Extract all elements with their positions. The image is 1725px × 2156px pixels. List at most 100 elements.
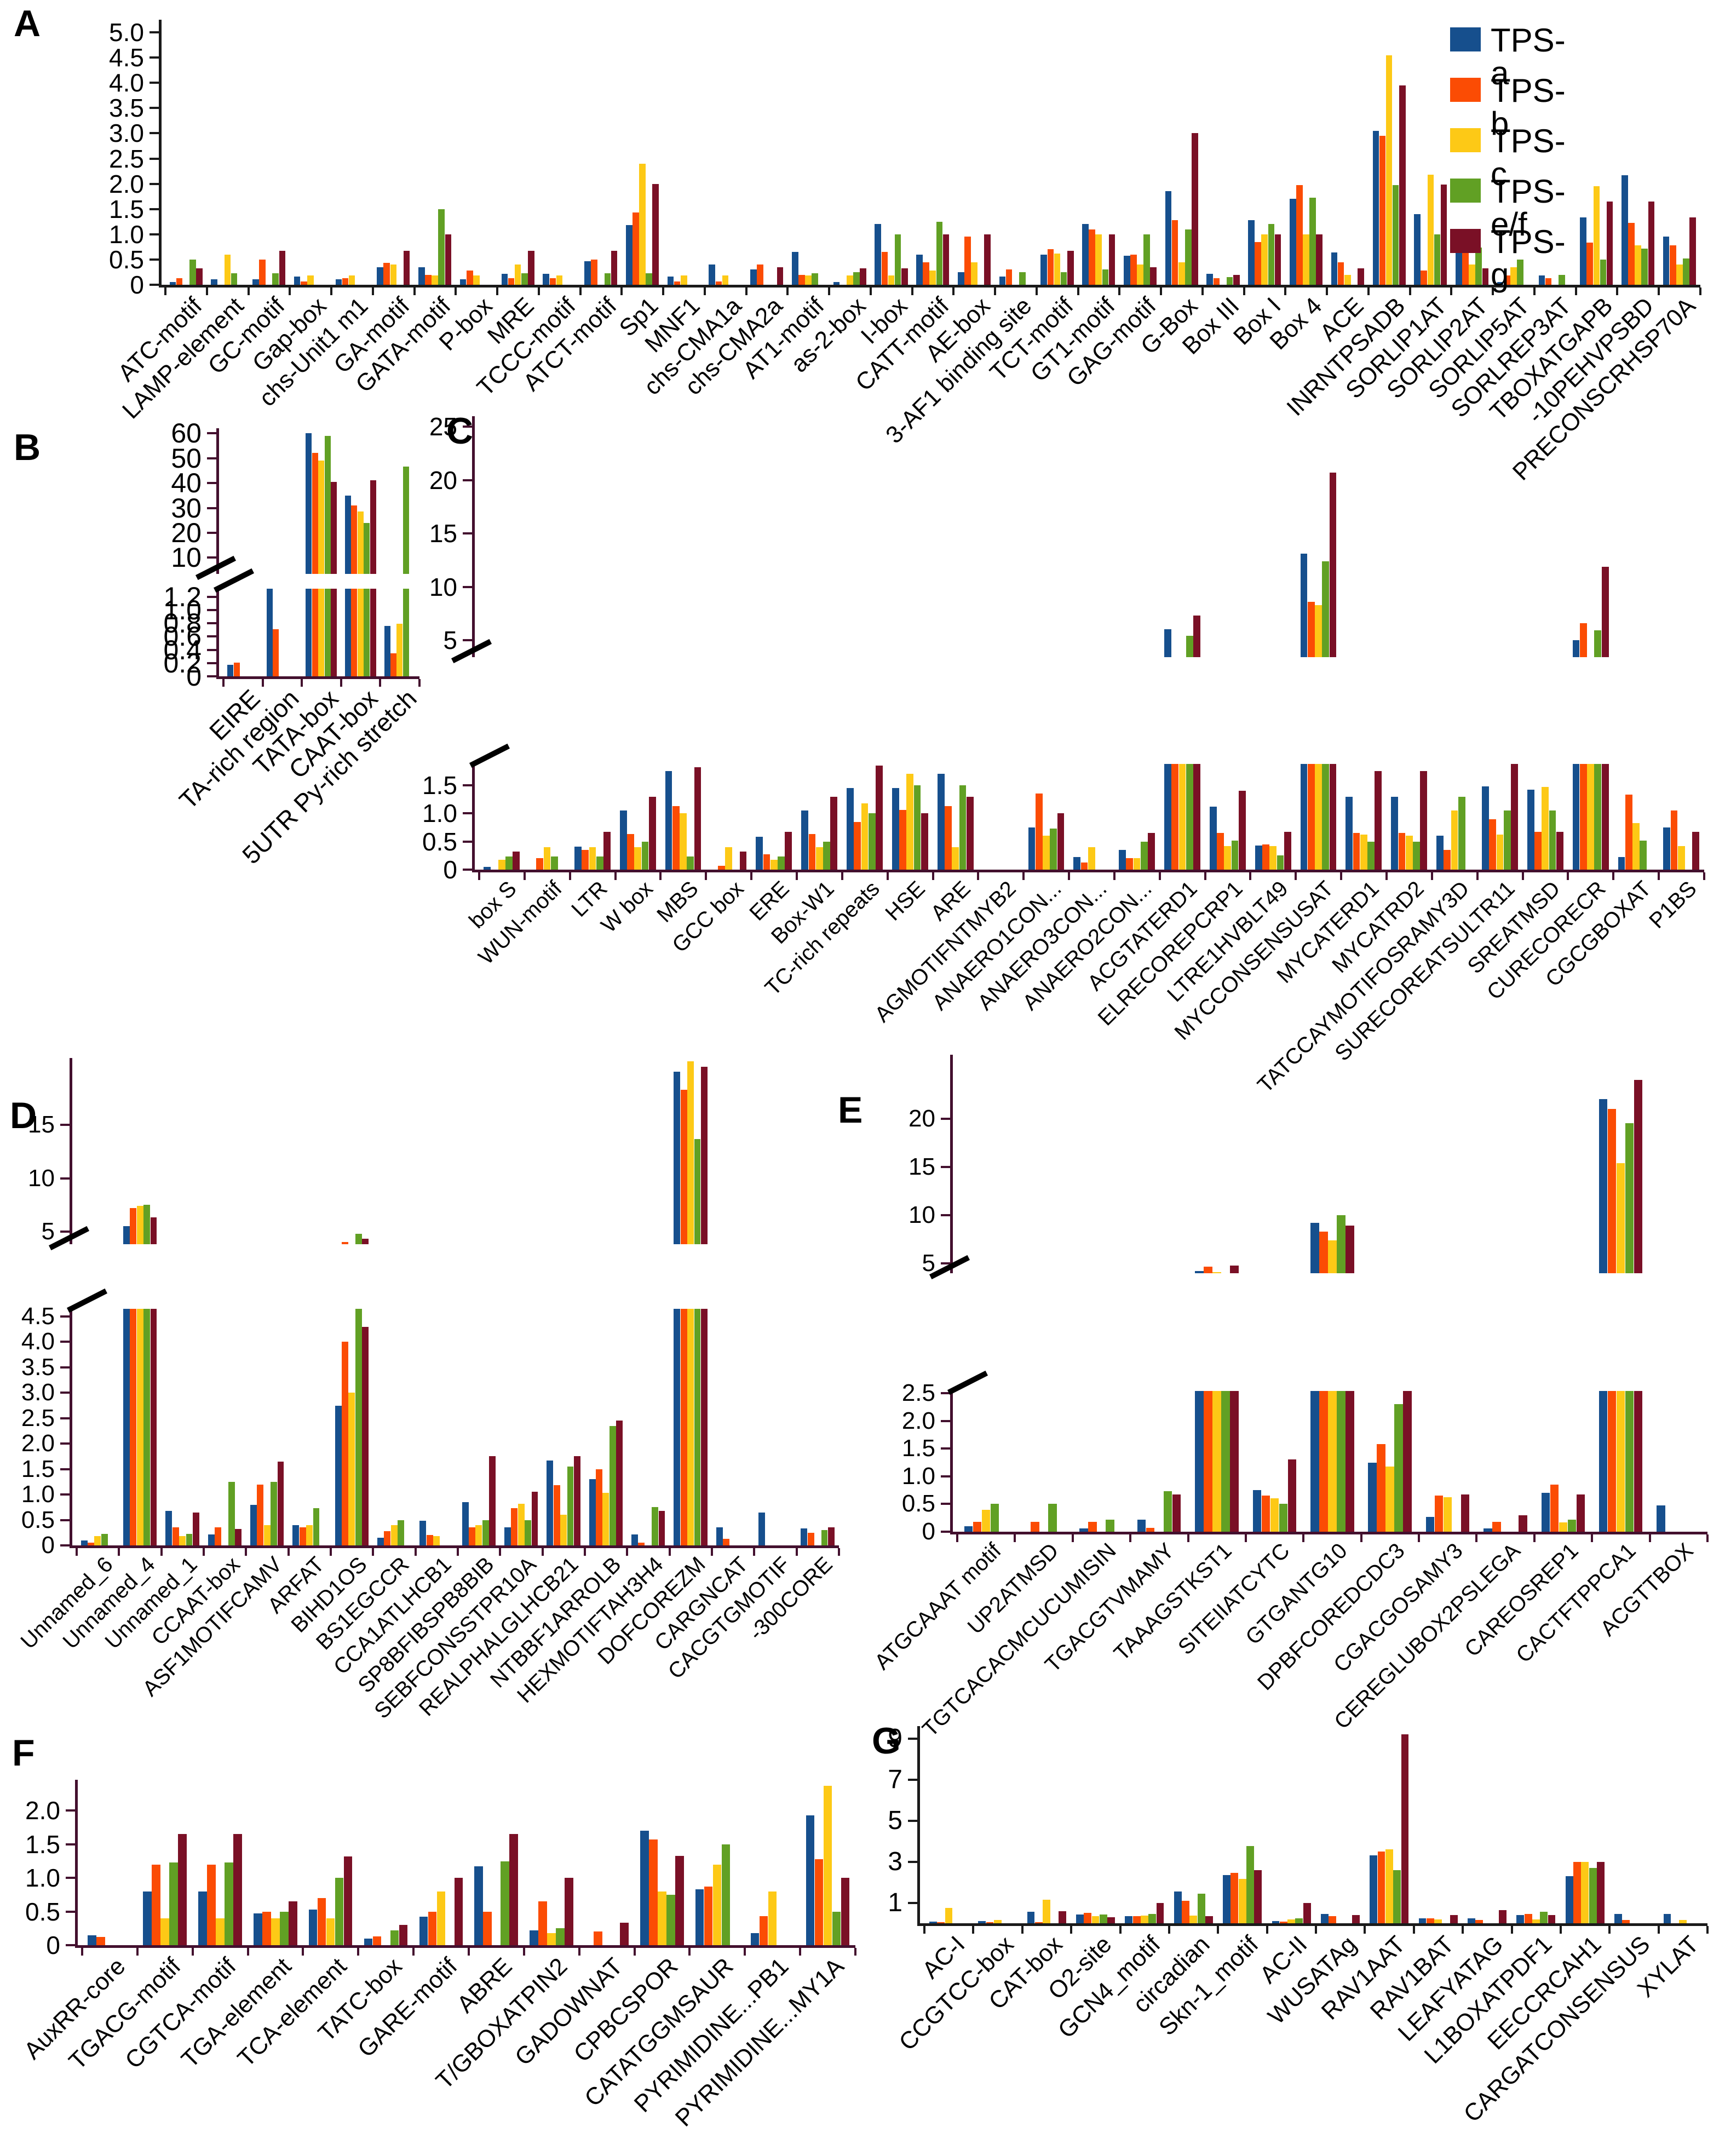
- bar-G-7-TPS-b: [1279, 1922, 1287, 1923]
- bar-E-5-TPS-a: [1252, 1490, 1262, 1532]
- bar-E-1-TPS-b: [1031, 1521, 1039, 1532]
- x-tick-C: [1204, 872, 1206, 880]
- bar-A-14-TPS-b: [757, 265, 763, 285]
- y-axis-B-0: [216, 428, 219, 574]
- bar-A-24-TPS-a: [1165, 191, 1172, 285]
- bar-F-3-TPS-a: [254, 1913, 262, 1945]
- bar-A-27-TPS-e/f: [1309, 197, 1316, 285]
- bar-C-19-TPS-a: [1346, 796, 1353, 870]
- bar-F-5-TPS-e/f: [390, 1930, 399, 1945]
- y-tick-D: [60, 1177, 70, 1180]
- bar-B-3-TPS-e/f: [364, 589, 370, 676]
- bar-F-7-TPS-b: [483, 1911, 492, 1945]
- bar-F-1-TPS-b: [152, 1864, 160, 1945]
- y-tick-label-C: 0.5: [422, 827, 457, 856]
- y-axis-B-1: [216, 589, 219, 679]
- bar-C-16-TPS-g: [1238, 791, 1246, 870]
- bar-C-19-TPS-b: [1353, 833, 1360, 870]
- bar-C-18-TPS-e/f: [1322, 764, 1330, 870]
- bar-D-0-TPS-e/f: [101, 1533, 108, 1545]
- bar-A-26-TPS-c: [1261, 234, 1268, 285]
- bar-B-4-TPS-e/f: [403, 589, 409, 676]
- bar-G-12-TPS-b: [1524, 1914, 1532, 1923]
- y-tick-label-B: 0.8: [163, 608, 202, 639]
- bar-A-16-TPS-c: [846, 275, 853, 285]
- bar-G-2-TPS-a: [1027, 1912, 1035, 1923]
- y-tick-label-C: 25: [429, 412, 457, 441]
- bar-A-6-TPS-g: [445, 234, 452, 285]
- y-tick-D: [60, 1341, 70, 1343]
- x-tick-C: [750, 872, 753, 880]
- bar-C-3-TPS-g: [648, 796, 656, 870]
- bar-A-17-TPS-a: [875, 224, 882, 285]
- x-tick-D: [372, 1548, 375, 1556]
- bar-C-6-TPS-g: [785, 832, 792, 870]
- x-tick-A: [662, 288, 665, 295]
- bar-F-10-TPS-b: [649, 1839, 658, 1945]
- x-tick-E: [1014, 1534, 1016, 1542]
- bar-A-26-TPS-g: [1274, 234, 1281, 285]
- bar-G-11-TPS-b: [1475, 1920, 1484, 1923]
- y-tick-E: [941, 1392, 951, 1395]
- x-tick-G: [1021, 1926, 1024, 1934]
- bar-F-8-TPS-a: [530, 1930, 538, 1945]
- bar-A-3-TPS-a: [294, 277, 301, 285]
- y-axis-C-0: [472, 416, 475, 657]
- legend-swatch-icon: [1450, 78, 1481, 102]
- bar-A-5-TPS-b: [383, 263, 390, 285]
- x-axis-G: [917, 1923, 1707, 1926]
- x-tick-F: [412, 1948, 415, 1956]
- bar-C-25-TPS-c: [1632, 823, 1640, 870]
- bar-G-14-TPS-b: [1622, 1920, 1630, 1923]
- bar-C-5-TPS-b: [717, 865, 725, 870]
- x-tick-A: [289, 288, 291, 295]
- y-tick-A: [150, 107, 159, 110]
- bar-C-1-TPS-c: [543, 847, 551, 870]
- x-tick-F: [81, 1948, 83, 1956]
- bar-A-27-TPS-g: [1316, 234, 1323, 285]
- bar-E-2-TPS-e/f: [1106, 1519, 1114, 1532]
- y-tick-C: [463, 585, 473, 588]
- bar-D-1-TPS-g: [150, 1217, 157, 1244]
- bar-G-3-TPS-a: [1076, 1914, 1084, 1923]
- bar-C-24-TPS-g: [1601, 566, 1609, 657]
- bar-A-22-TPS-e/f: [1102, 269, 1109, 285]
- bar-A-31-TPS-e/f: [1475, 247, 1482, 285]
- y-tick-label-C: 1.0: [422, 799, 457, 828]
- panel-label-B: B: [14, 427, 41, 468]
- bar-A-0-TPS-e/f: [189, 259, 196, 285]
- bar-A-35-TPS-b: [1628, 222, 1635, 285]
- bar-A-34-TPS-b: [1586, 243, 1594, 285]
- bar-D-14-TPS-e/f: [694, 1309, 701, 1545]
- y-tick-label-B: 40: [171, 468, 202, 499]
- x-tick-A: [1160, 288, 1163, 295]
- bar-A-31-TPS-a: [1456, 238, 1462, 285]
- bar-C-15-TPS-g: [1193, 616, 1200, 657]
- bar-A-12-TPS-a: [667, 277, 674, 285]
- bar-D-4-TPS-e/f: [271, 1481, 278, 1545]
- y-tick-B: [207, 482, 217, 485]
- bar-C-15-TPS-g: [1193, 764, 1200, 870]
- bar-G-9-TPS-g: [1401, 1734, 1409, 1923]
- x-tick-D: [499, 1548, 502, 1556]
- bar-E-6-TPS-g: [1346, 1226, 1354, 1273]
- bar-C-6-TPS-c: [770, 859, 778, 870]
- bar-B-1-TPS-b: [273, 629, 279, 676]
- bar-D-12-TPS-g: [616, 1421, 623, 1545]
- bar-A-31-TPS-g: [1482, 268, 1489, 285]
- bar-C-2-TPS-g: [603, 832, 611, 870]
- x-tick-D: [626, 1548, 629, 1556]
- bar-G-2-TPS-b: [1034, 1922, 1043, 1923]
- bar-B-4-TPS-c: [396, 624, 403, 676]
- x-tick-A: [1450, 288, 1453, 295]
- bar-A-33-TPS-e/f: [1558, 274, 1565, 285]
- bar-C-15-TPS-a: [1164, 629, 1171, 657]
- bar-B-1-TPS-a: [266, 589, 273, 676]
- bar-C-26-TPS-c: [1677, 846, 1685, 870]
- bar-A-23-TPS-c: [1137, 265, 1143, 285]
- bar-C-20-TPS-b: [1398, 833, 1406, 870]
- bar-A-8-TPS-b: [508, 278, 515, 285]
- bar-D-7-TPS-c: [390, 1525, 398, 1545]
- y-tick-label-B: 0: [186, 661, 202, 692]
- bar-F-8-TPS-g: [565, 1878, 573, 1945]
